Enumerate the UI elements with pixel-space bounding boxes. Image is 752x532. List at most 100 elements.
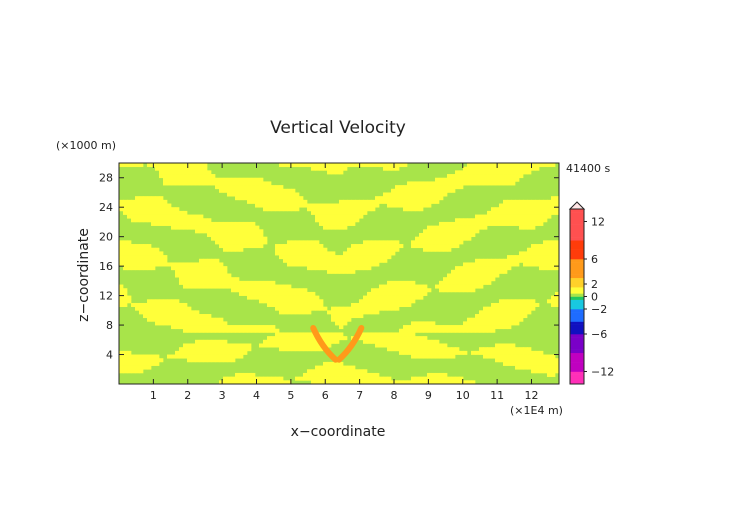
field-cell: [327, 339, 332, 344]
field-cell: [295, 262, 300, 267]
field-cell: [235, 177, 240, 182]
field-cell: [415, 347, 420, 352]
field-cell: [211, 343, 216, 348]
field-cell: [159, 302, 164, 307]
field-cell: [215, 328, 220, 333]
field-cell: [331, 336, 336, 341]
field-cell: [447, 328, 452, 333]
field-cell: [199, 174, 204, 179]
field-cell: [471, 280, 476, 285]
field-cell: [415, 196, 420, 201]
field-cell: [335, 210, 340, 215]
field-cell: [495, 302, 500, 307]
field-cell: [163, 166, 168, 171]
field-cell: [435, 188, 440, 193]
field-cell: [195, 284, 200, 289]
field-cell: [307, 207, 312, 212]
field-cell: [439, 188, 444, 193]
field-cell: [419, 354, 424, 359]
field-cell: [347, 310, 352, 315]
field-cell: [263, 207, 268, 212]
field-cell: [119, 244, 124, 249]
field-cell: [539, 214, 544, 219]
field-cell: [243, 376, 248, 381]
field-cell: [131, 266, 136, 271]
field-cell: [211, 232, 216, 238]
field-cell: [243, 181, 248, 186]
field-cell: [339, 163, 344, 168]
field-cell: [363, 266, 368, 271]
field-cell: [199, 358, 204, 363]
field-cell: [275, 244, 280, 249]
field-cell: [195, 229, 200, 234]
field-cell: [287, 299, 292, 304]
field-cell: [279, 163, 284, 168]
field-cell: [415, 295, 420, 300]
field-cell: [491, 325, 496, 330]
field-cell: [123, 365, 128, 370]
field-cell: [351, 218, 356, 223]
field-cell: [215, 339, 220, 344]
field-cell: [355, 247, 360, 252]
field-cell: [547, 163, 552, 168]
field-cell: [507, 177, 512, 182]
field-cell: [499, 321, 504, 326]
field-cell: [539, 218, 544, 223]
field-cell: [275, 284, 280, 289]
field-cell: [423, 203, 428, 208]
field-cell: [327, 361, 332, 366]
field-cell: [415, 244, 420, 249]
field-cell: [463, 277, 468, 282]
field-cell: [235, 188, 240, 193]
field-cell: [139, 266, 144, 271]
field-cell: [271, 376, 276, 381]
field-cell: [303, 244, 308, 249]
field-cell: [339, 262, 344, 267]
field-cell: [163, 299, 168, 304]
field-cell: [255, 232, 260, 238]
field-cell: [551, 361, 556, 366]
colorbar-band: [570, 362, 584, 366]
field-cell: [427, 380, 432, 384]
field-cell: [315, 258, 320, 263]
field-cell: [543, 203, 548, 208]
field-cell: [303, 347, 308, 352]
field-cell: [479, 347, 484, 352]
field-cell: [491, 258, 496, 263]
field-cell: [487, 273, 492, 278]
field-cell: [335, 225, 340, 230]
field-cell: [427, 343, 432, 348]
field-cell: [243, 225, 248, 230]
field-cell: [419, 380, 424, 384]
field-cell: [211, 358, 216, 363]
field-cell: [403, 336, 408, 341]
field-cell: [227, 177, 232, 182]
field-cell: [303, 255, 308, 260]
field-cell: [127, 295, 132, 300]
field-cell: [499, 306, 504, 311]
field-cell: [171, 210, 176, 215]
field-cell: [555, 295, 559, 300]
field-cell: [155, 203, 160, 208]
field-cell: [367, 291, 372, 296]
field-cell: [299, 258, 304, 263]
field-cell: [495, 181, 500, 186]
field-cell: [535, 262, 540, 267]
field-cell: [275, 332, 280, 337]
field-cell: [527, 163, 532, 168]
field-cell: [199, 325, 204, 330]
field-cell: [155, 207, 160, 212]
field-cell: [383, 376, 388, 381]
field-cell: [131, 210, 136, 215]
field-cell: [227, 358, 232, 363]
field-cell: [243, 325, 248, 330]
field-cell: [119, 354, 124, 359]
field-cell: [459, 177, 464, 182]
field-cell: [311, 347, 316, 352]
field-cell: [535, 203, 540, 208]
field-cell: [183, 284, 188, 289]
field-cell: [299, 203, 304, 208]
chart-title: Vertical Velocity: [270, 118, 406, 138]
field-cell: [203, 339, 208, 344]
field-cell: [155, 361, 160, 366]
